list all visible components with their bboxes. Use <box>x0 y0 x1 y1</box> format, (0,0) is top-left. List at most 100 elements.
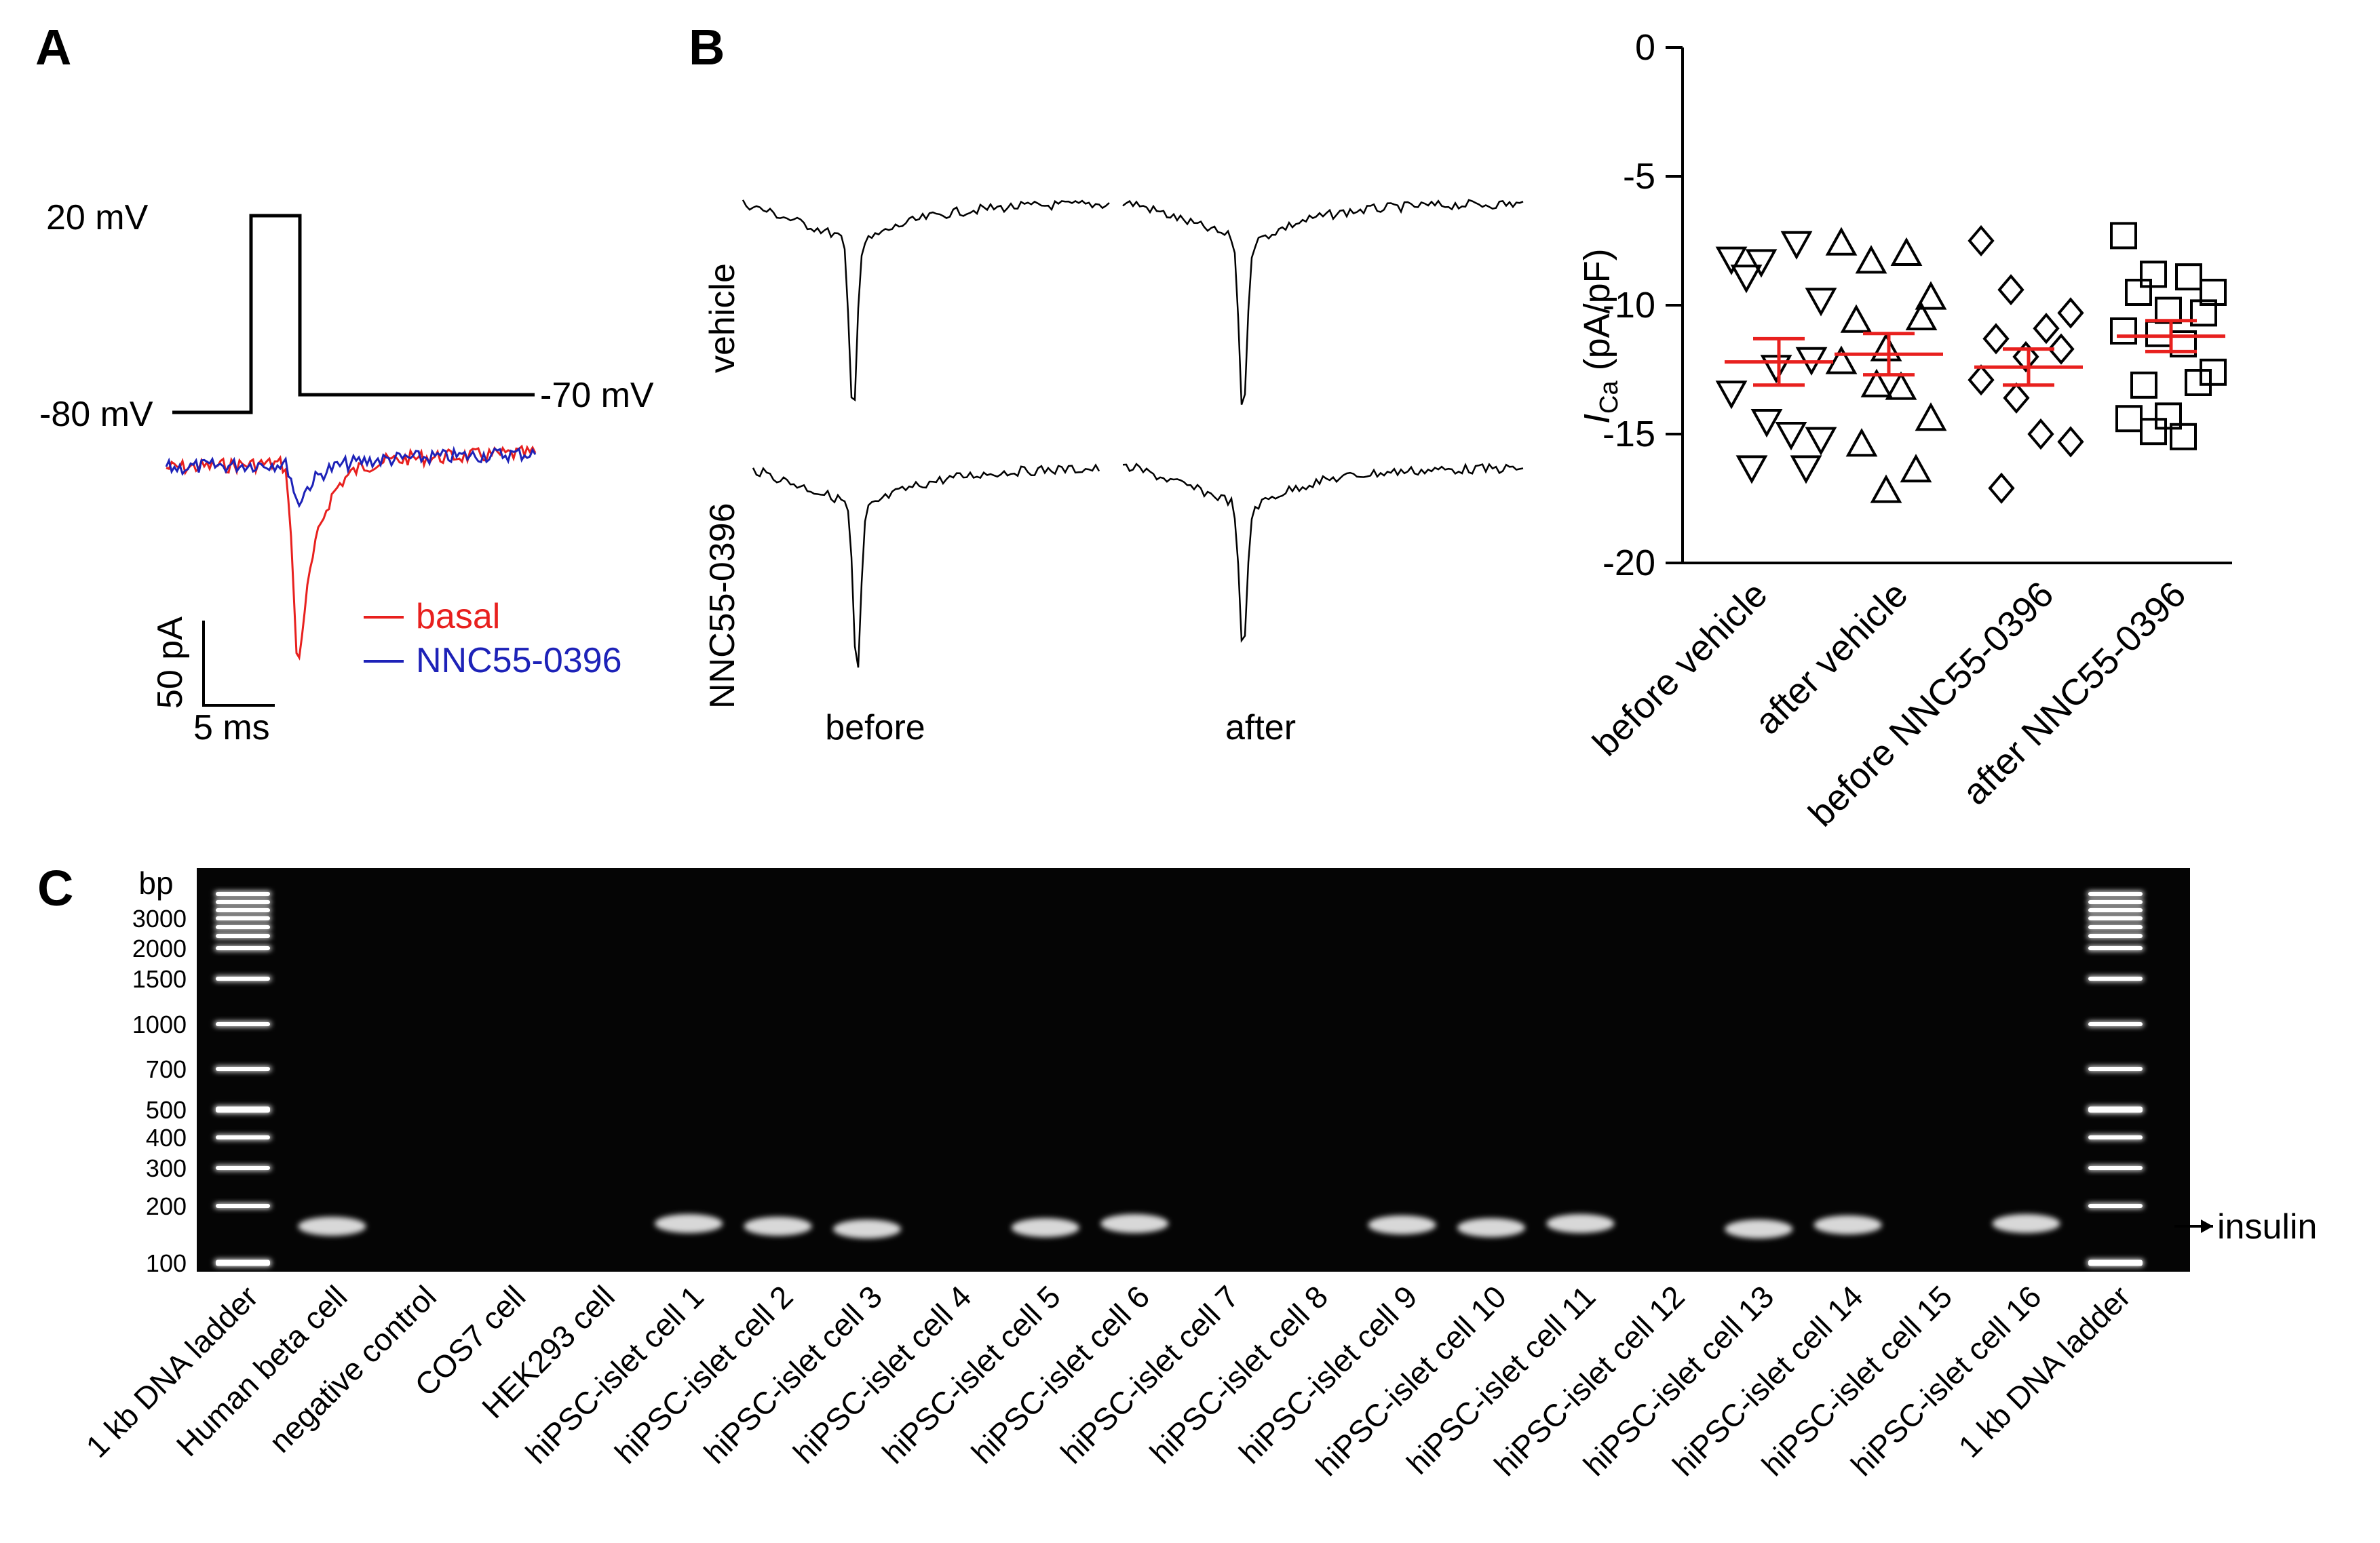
data-point <box>1870 332 1902 362</box>
row-label-vehicle: vehicle <box>703 263 742 373</box>
panel-c: C bp 3000200015001000700500400300200100 … <box>37 860 2317 1483</box>
data-point <box>1840 304 1873 333</box>
data-point <box>1715 380 1748 410</box>
legend-nnc-label: NNC55-0396 <box>416 641 622 680</box>
data-point <box>1855 245 1887 274</box>
data-point <box>1905 301 1938 330</box>
data-point <box>1825 227 1858 256</box>
ladder-size-label: 2000 <box>132 935 187 962</box>
data-point <box>2057 297 2084 329</box>
scale-bar <box>202 621 275 707</box>
insulin-band <box>1546 1214 1615 1233</box>
trace-vehicle-after <box>1122 199 1524 405</box>
scale-time-label: 5 ms <box>193 708 270 747</box>
y-tick-label: -5 <box>1623 156 1655 197</box>
insulin-band <box>1813 1215 1882 1234</box>
gel-bands <box>214 891 2144 1267</box>
step-high-label: 20 mV <box>46 198 149 237</box>
panel-b-traces: B vehicle NNC55-0396 before after <box>689 19 1524 747</box>
ladder-band-core <box>2088 916 2143 920</box>
data-point <box>2048 333 2075 365</box>
insulin-arrow-head <box>2201 1219 2213 1233</box>
insulin-band <box>655 1214 723 1233</box>
insulin-band <box>1011 1218 1079 1237</box>
x-category-label: before NNC55-0396 <box>1801 574 2061 834</box>
ladder-band-core <box>216 892 270 896</box>
x-category-label: after NNC55-0396 <box>1955 574 2193 813</box>
insulin-label: insulin <box>2217 1207 2317 1247</box>
data-point <box>1805 427 1837 456</box>
data-point <box>1988 472 2015 504</box>
ladder-size-label: 100 <box>146 1249 187 1277</box>
y-axis-label-main: I <box>1577 414 1617 424</box>
ladder-band-core <box>216 925 270 929</box>
ladder-band-core <box>2088 977 2143 981</box>
ladder-size-label: 1000 <box>132 1011 187 1038</box>
calcium-current-traces <box>742 199 1524 668</box>
data-point <box>2110 222 2137 250</box>
data-point <box>1915 402 1947 431</box>
y-tick-label: -15 <box>1602 414 1655 454</box>
col-label-before: before <box>825 708 925 747</box>
data-points <box>1715 222 2227 504</box>
data-point <box>1825 345 1858 374</box>
ladder-band-core <box>2088 934 2143 938</box>
voltage-protocol <box>172 214 535 414</box>
ladder-size-label: 700 <box>146 1055 187 1083</box>
ladder-band-core <box>216 1259 270 1266</box>
data-point <box>2200 279 2227 306</box>
data-point <box>1750 409 1783 438</box>
ladder-size-label: 200 <box>146 1192 187 1220</box>
data-point <box>1997 274 2024 306</box>
data-point <box>2110 317 2137 345</box>
ladder-band-core <box>2088 946 2143 950</box>
data-point <box>2140 418 2167 446</box>
ladder-band-core <box>2088 925 2143 929</box>
y-tick-label: -10 <box>1602 285 1655 326</box>
y-axis-label-unit: (pA/pF) <box>1577 248 1617 380</box>
data-point <box>2185 369 2212 396</box>
data-point <box>1982 323 2010 355</box>
data-point <box>2140 260 2167 288</box>
ladder-band-core <box>216 1106 270 1113</box>
ladder-size-label: 400 <box>146 1124 187 1152</box>
data-point <box>1780 231 1813 260</box>
insulin-band <box>1725 1219 1793 1238</box>
data-point <box>2033 313 2060 345</box>
data-point <box>2155 296 2182 324</box>
ladder-band-core <box>216 1067 270 1071</box>
ladder-band-core <box>216 1204 270 1208</box>
current-traces <box>165 444 537 661</box>
ladder-band-core <box>216 908 270 912</box>
ladder-size-label: 300 <box>146 1154 187 1182</box>
col-label-after: after <box>1225 708 1296 747</box>
data-point <box>1885 371 1917 400</box>
data-point <box>1860 368 1893 397</box>
y-ticks: 0 -5 -10 -15 -20 <box>1602 27 1683 583</box>
ladder-band-core <box>216 946 270 950</box>
mean-sem-bars <box>1725 319 2225 387</box>
ladder-band-core <box>216 934 270 938</box>
data-point <box>2003 382 2030 414</box>
data-point <box>1900 454 1932 483</box>
insulin-band <box>1457 1218 1525 1237</box>
data-point <box>1845 428 1878 457</box>
ladder-band-core <box>2088 1259 2143 1266</box>
ladder-band-core <box>216 1166 270 1170</box>
data-point <box>2155 402 2182 430</box>
ladder-band-core <box>2088 892 2143 896</box>
ladder-size-label: 3000 <box>132 905 187 933</box>
data-point <box>2190 299 2217 327</box>
data-point <box>2145 319 2172 347</box>
legend-basal-label: basal <box>416 597 500 636</box>
data-point <box>2057 426 2084 458</box>
ladder-band-core <box>2088 908 2143 912</box>
y-axis-label: ICa (pA/pF) <box>1577 248 1624 424</box>
data-point <box>1805 288 1837 317</box>
trace-vehicle-before <box>742 199 1110 402</box>
trace-nnc <box>165 446 537 509</box>
step-end-label: -70 mV <box>540 376 654 415</box>
insulin-band <box>298 1217 366 1236</box>
data-point <box>1775 422 1807 451</box>
